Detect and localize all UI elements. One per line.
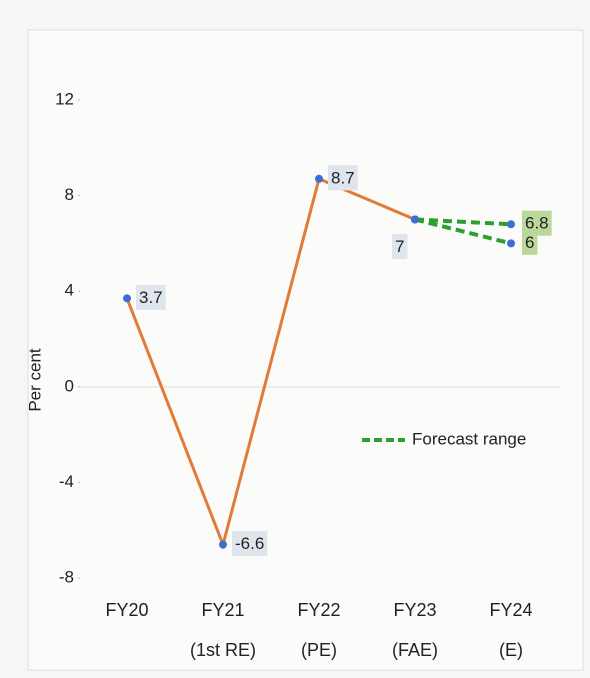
data-label: -6.6: [235, 534, 264, 553]
y-tick-label: 0: [65, 376, 74, 395]
chart: Per cent -8-4048123.7-6.68.776.86Forecas…: [0, 0, 590, 678]
page: Per cent -8-4048123.7-6.68.776.86Forecas…: [0, 0, 590, 678]
data-point: [507, 220, 515, 228]
x-tick-label: FY20: [77, 590, 177, 630]
y-tick-label: -4: [59, 472, 74, 491]
x-tick-label: FY24 (E): [461, 590, 561, 670]
data-point: [123, 294, 131, 302]
data-label: 6: [525, 233, 534, 252]
y-tick-label: 12: [55, 89, 74, 108]
data-point: [507, 239, 515, 247]
x-tick-label: FY21 (1st RE): [173, 590, 273, 670]
data-label: 7: [395, 237, 404, 256]
x-tick-label: FY23 (FAE): [365, 590, 465, 670]
chart-frame: [28, 30, 583, 670]
x-tick-label: FY22 (PE): [269, 590, 369, 670]
y-tick-label: -8: [59, 568, 74, 587]
y-axis-label: Per cent: [25, 348, 44, 412]
y-tick-label: 8: [65, 185, 74, 204]
data-label: 3.7: [139, 288, 163, 307]
y-tick-label: 4: [65, 281, 74, 300]
data-point: [315, 175, 323, 183]
data-point: [219, 541, 227, 549]
data-point: [411, 215, 419, 223]
legend-label: Forecast range: [412, 429, 526, 448]
data-label: 8.7: [331, 168, 355, 187]
